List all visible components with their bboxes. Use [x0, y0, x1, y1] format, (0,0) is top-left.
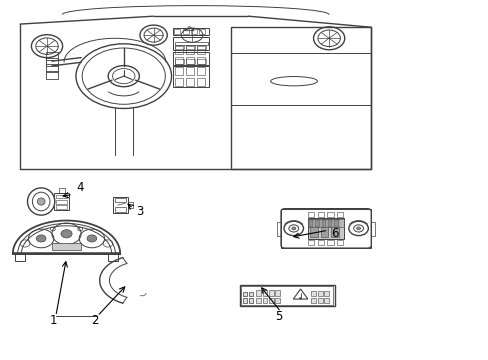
Bar — [56, 195, 67, 198]
Bar — [321, 220, 325, 227]
Bar — [175, 67, 183, 75]
Bar — [243, 292, 247, 296]
Ellipse shape — [36, 235, 46, 242]
Bar — [310, 291, 315, 296]
Bar — [268, 298, 273, 303]
Bar — [196, 67, 204, 75]
Bar — [370, 222, 374, 236]
Bar — [239, 285, 334, 306]
Bar — [173, 37, 209, 50]
Text: 6: 6 — [330, 227, 338, 240]
Bar — [174, 29, 180, 34]
Bar — [173, 52, 209, 65]
Bar — [281, 209, 370, 248]
Text: 5: 5 — [274, 310, 282, 323]
Bar — [268, 291, 273, 296]
Bar — [275, 298, 280, 303]
Bar — [54, 193, 69, 211]
Bar — [317, 212, 324, 217]
Bar — [333, 220, 338, 227]
Bar — [241, 286, 332, 305]
Bar — [186, 45, 194, 49]
Bar — [310, 298, 315, 303]
Bar — [186, 46, 193, 54]
Bar — [324, 291, 329, 296]
Text: 4: 4 — [76, 181, 83, 194]
Bar — [196, 59, 205, 63]
Bar — [186, 67, 193, 75]
Bar — [336, 212, 343, 217]
Bar — [56, 200, 67, 204]
Bar — [196, 46, 204, 54]
Bar — [175, 46, 183, 54]
Bar — [330, 220, 338, 237]
Bar — [175, 42, 207, 45]
Bar — [324, 298, 329, 303]
Bar — [256, 298, 261, 303]
Bar — [108, 253, 118, 261]
Bar — [186, 59, 194, 63]
Bar — [307, 219, 344, 227]
Bar — [308, 220, 313, 227]
Bar — [320, 220, 328, 237]
Bar — [175, 57, 183, 64]
Bar — [275, 291, 280, 296]
Bar — [317, 298, 322, 303]
Bar — [307, 218, 344, 239]
Bar — [52, 243, 81, 250]
Bar — [186, 78, 193, 86]
Bar — [175, 59, 184, 63]
Text: 1: 1 — [49, 314, 57, 327]
Bar — [46, 64, 58, 72]
Bar — [56, 206, 67, 209]
Text: 2: 2 — [91, 314, 98, 327]
Bar — [197, 45, 205, 49]
Bar — [248, 298, 253, 303]
Bar — [315, 220, 319, 227]
Bar — [15, 253, 24, 261]
Bar — [262, 298, 267, 303]
Ellipse shape — [87, 235, 97, 242]
Bar — [46, 52, 58, 59]
Bar — [183, 29, 188, 34]
Text: 3: 3 — [136, 205, 143, 218]
Bar — [199, 29, 204, 34]
Bar — [243, 298, 247, 303]
Bar — [277, 222, 281, 236]
Bar — [191, 29, 196, 34]
Bar — [327, 212, 333, 217]
Bar — [115, 207, 126, 212]
Bar — [307, 240, 314, 245]
Ellipse shape — [291, 227, 295, 230]
Bar — [230, 27, 370, 169]
Bar — [196, 78, 204, 86]
Bar — [173, 28, 209, 35]
Ellipse shape — [37, 198, 45, 205]
Bar — [327, 220, 331, 227]
Bar — [196, 57, 204, 64]
Bar — [115, 198, 126, 202]
Bar — [309, 220, 317, 237]
Bar — [128, 202, 133, 208]
Bar — [262, 291, 267, 296]
Bar — [317, 291, 322, 296]
Bar — [248, 292, 253, 296]
Bar — [46, 71, 58, 78]
Bar — [113, 197, 128, 213]
Ellipse shape — [61, 230, 72, 238]
Bar — [336, 240, 343, 245]
Bar — [256, 291, 261, 296]
Ellipse shape — [356, 227, 360, 230]
Bar — [307, 212, 314, 217]
Bar — [175, 78, 183, 86]
Bar — [173, 67, 209, 87]
Bar — [59, 188, 65, 193]
Bar — [175, 45, 183, 49]
Bar — [46, 58, 58, 66]
Bar — [186, 57, 193, 64]
Bar — [317, 240, 324, 245]
Ellipse shape — [299, 298, 301, 299]
Bar — [327, 240, 333, 245]
